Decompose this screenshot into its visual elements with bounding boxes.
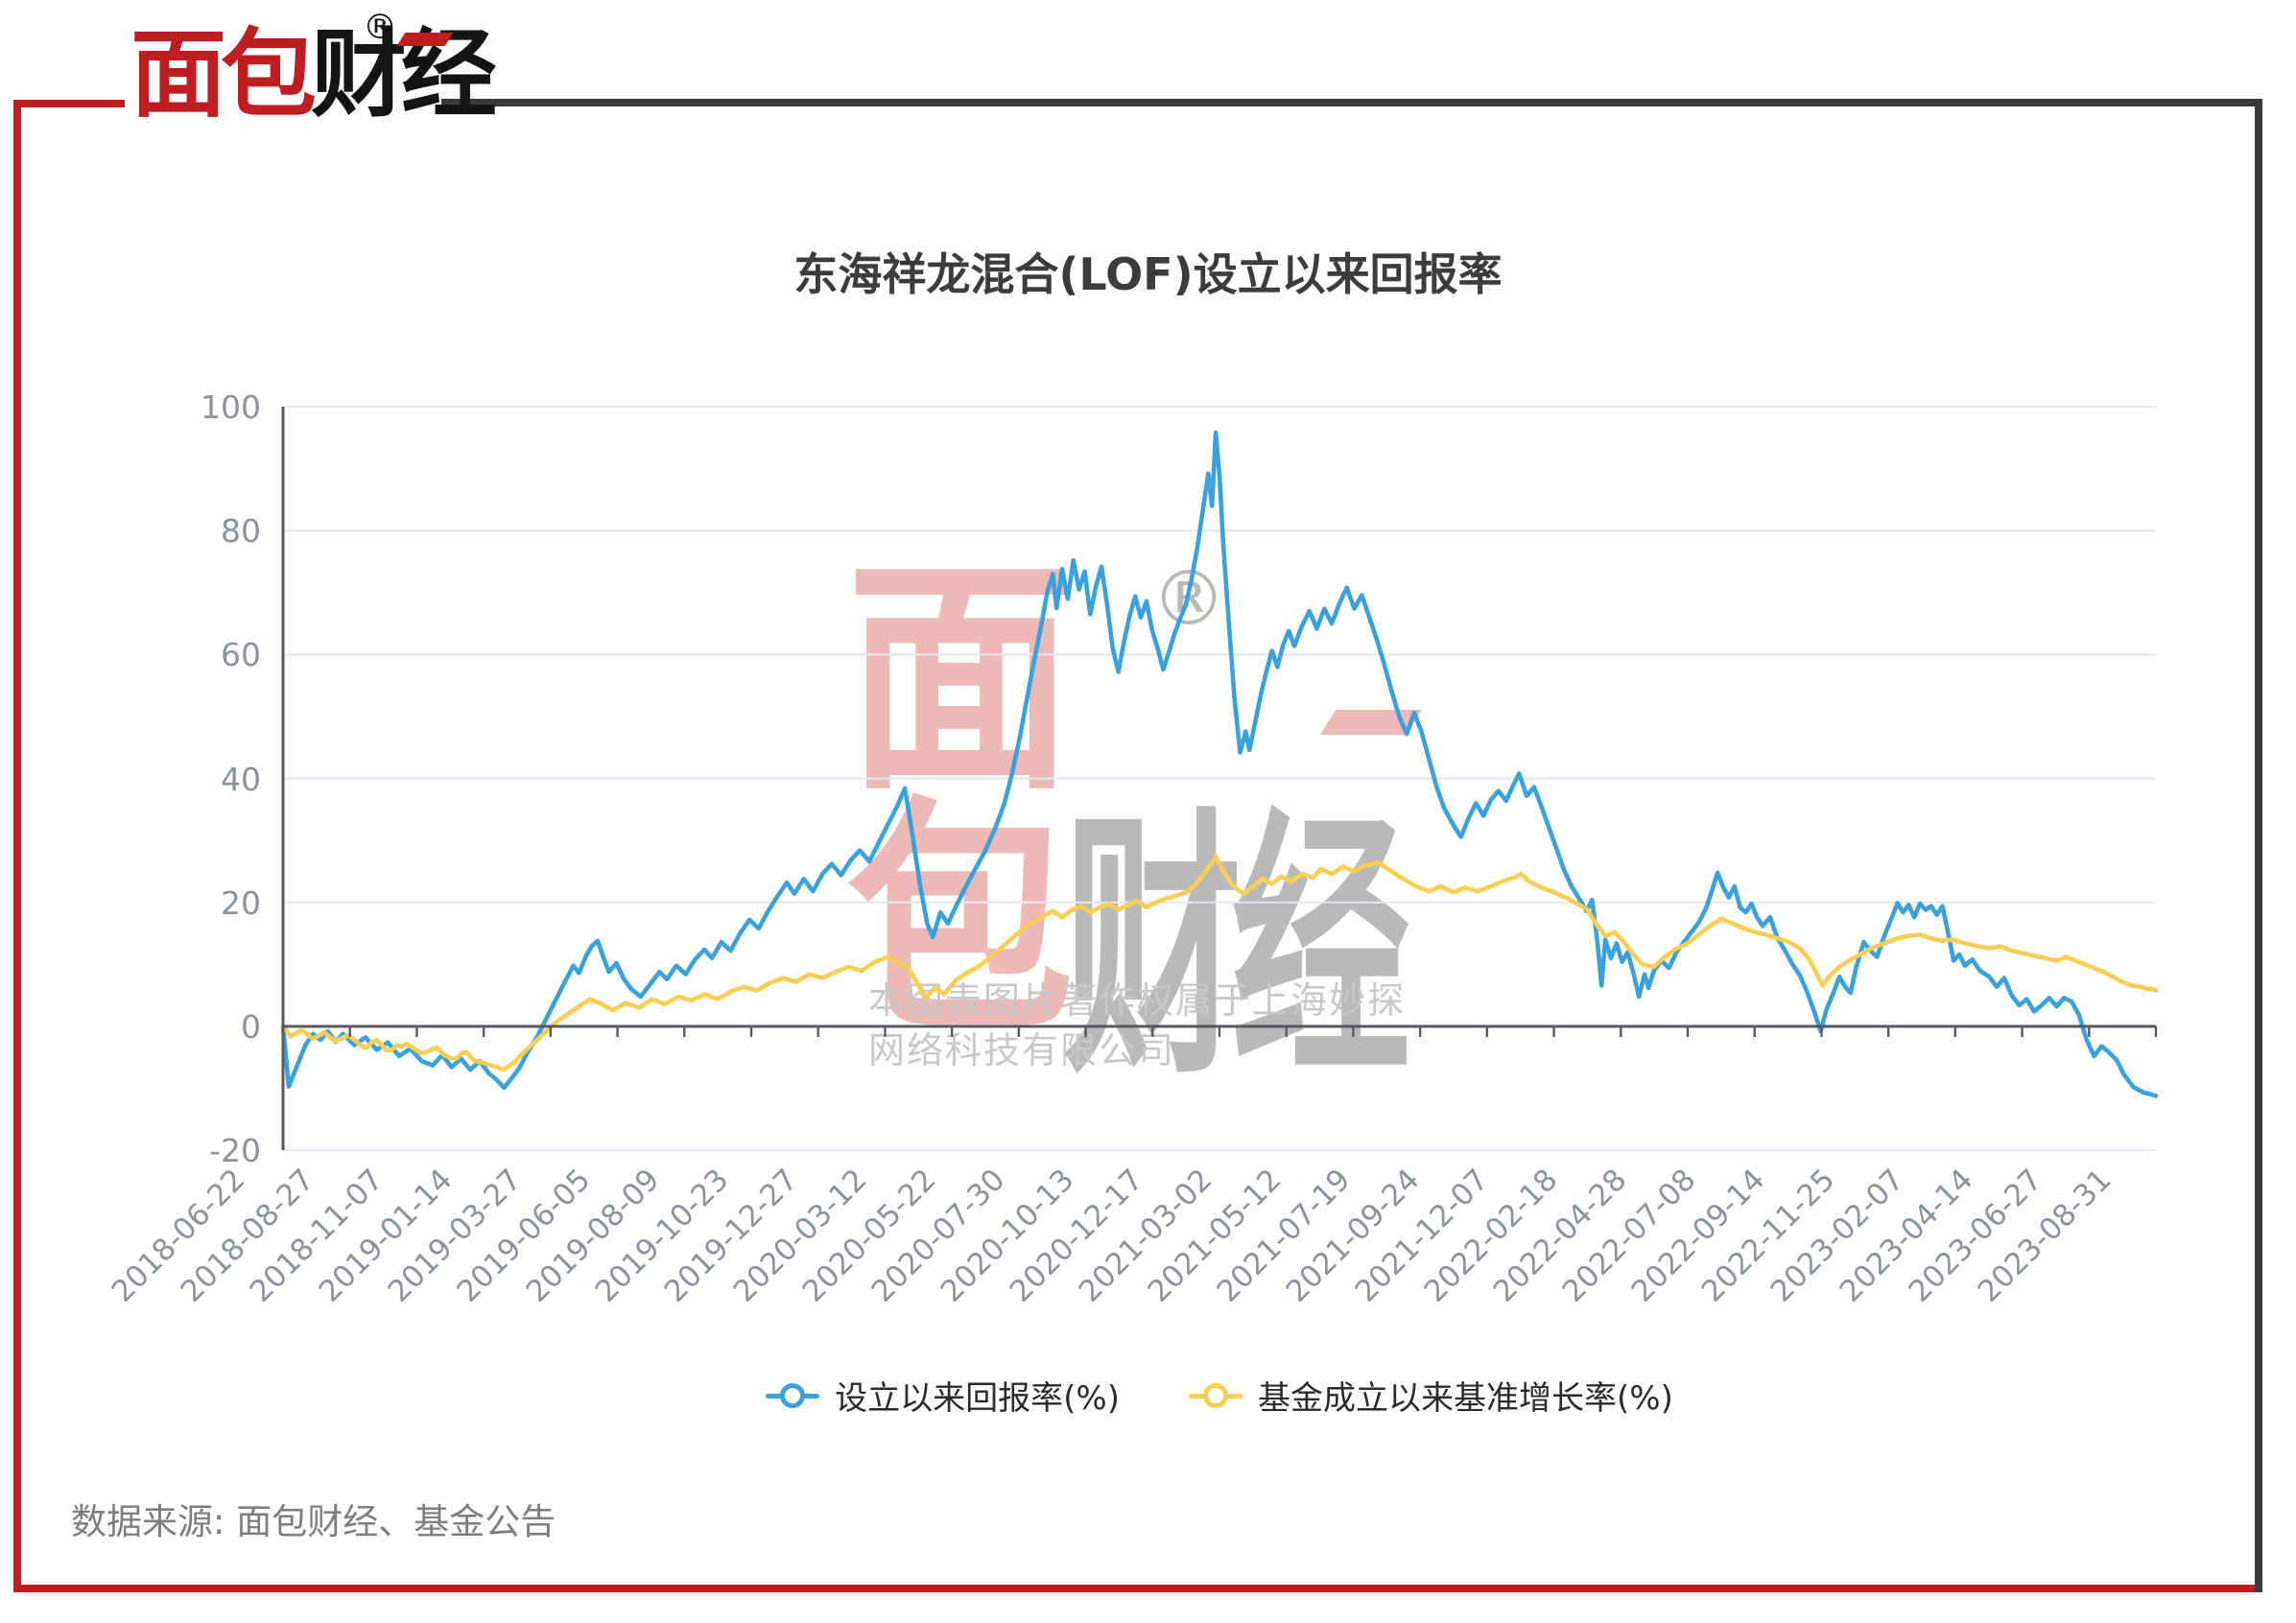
y-axis-label: 60 xyxy=(221,636,261,674)
legend-item[interactable]: 设立以来回报率(%) xyxy=(766,1372,1120,1419)
legend-label: 基金成立以来基准增长率(%) xyxy=(1258,1379,1673,1418)
frame-left-line xyxy=(13,100,21,1592)
y-axis-label: 100 xyxy=(201,388,261,426)
frame-top-red-line xyxy=(21,100,125,107)
y-axis-label: 20 xyxy=(221,883,261,922)
y-axis-label: 40 xyxy=(221,760,261,798)
frame-top-dark-line xyxy=(441,99,2262,106)
y-axis-label: 80 xyxy=(221,512,261,551)
registered-trademark-icon: ® xyxy=(363,8,397,47)
legend-item[interactable]: 基金成立以来基准增长率(%) xyxy=(1189,1372,1673,1419)
y-axis-label: -20 xyxy=(209,1132,261,1170)
legend-label: 设立以来回报率(%) xyxy=(835,1379,1120,1418)
legend-line-marker-icon xyxy=(1189,1382,1243,1409)
legend-line-marker-icon xyxy=(766,1382,820,1409)
chart-title: 东海祥龙混合(LOF)设立以来回报率 xyxy=(793,248,1503,300)
brand-logo: 面包财经 ® xyxy=(130,8,497,136)
frame-bottom-line xyxy=(13,1585,2262,1592)
data-source-note: 数据来源: 面包财经、基金公告 xyxy=(71,1501,556,1542)
frame-right-line xyxy=(2255,99,2262,1592)
y-axis-label: 0 xyxy=(241,1008,261,1046)
brand-logo-red-text: 面包 xyxy=(130,18,317,130)
chart-legend: 设立以来回报率(%) 基金成立以来基准增长率(%) xyxy=(283,1372,2156,1419)
